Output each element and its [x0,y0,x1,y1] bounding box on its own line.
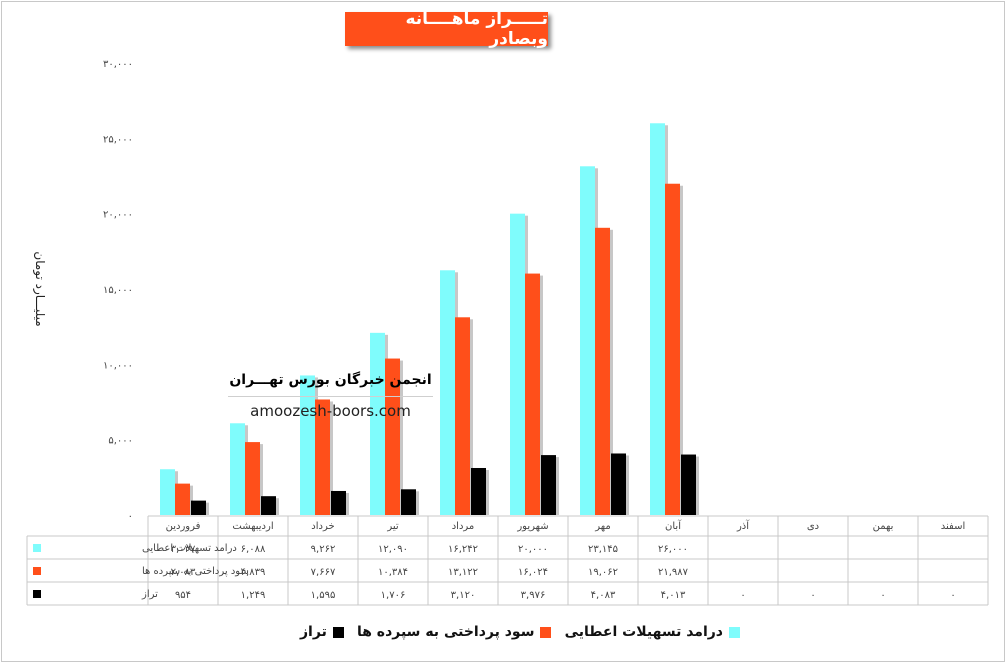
y-tick-label: ۱۵,۰۰۰ [103,285,133,296]
data-label: ۱۹,۰۶۲ [588,567,618,578]
x-tick-label: اردیبهشت [232,521,273,532]
table-series-name: تراز [141,589,158,600]
legend-swatch-revenue [729,626,740,638]
table-legend-swatch [33,544,41,552]
bar [541,455,556,515]
bar [230,423,245,515]
legend-item-interest: سود پرداختی به سپرده ها [357,624,552,640]
data-label: ۳,۰۳۷ [171,544,196,555]
data-label: ۱,۷۰۶ [381,590,406,601]
legend-label-revenue: درامد تسهیلات اعطایی [564,624,723,640]
data-label: ۹,۲۶۲ [311,544,336,555]
data-label: ۱۲,۰۹۰ [378,544,408,555]
bar [681,454,696,515]
y-tick-label: ۰ [128,511,133,522]
legend: درامد تسهیلات اعطایی سود پرداختی به سپرد… [300,620,740,644]
legend-item-revenue: درامد تسهیلات اعطایی [565,624,740,640]
bar [510,213,525,515]
bar [611,453,626,515]
x-tick-label: اسفند [941,521,965,532]
legend-item-balance: تراز [300,624,344,640]
data-label: ۳,۹۷۶ [521,590,546,601]
data-label: ۳,۱۲۰ [451,590,476,601]
bar [160,469,175,515]
data-label: ۱,۲۴۹ [241,590,266,601]
bar [595,227,610,515]
data-label: ۷,۶۶۷ [311,567,336,578]
bar [401,489,416,515]
x-tick-label: دی [807,521,819,532]
data-label: ۰ [810,590,815,601]
bar [650,123,665,516]
x-tick-label: خرداد [311,521,334,532]
bar-chart: ۰ ۵,۰۰۰ ۱۰,۰۰۰ ۱۵,۰۰۰ ۲۰,۰۰۰ ۲۵,۰۰۰ ۳۰,۰۰۰ میلی… [26,59,989,606]
y-tick-label: ۵,۰۰۰ [108,436,133,447]
bar [300,375,315,515]
data-label: ۹۵۴ [175,590,191,601]
x-tick-label: بهمن [873,521,894,532]
x-tick-label: آبان [665,519,682,532]
x-tick-label: شهریور [516,521,548,532]
data-label: ۴,۰۱۳ [661,590,686,601]
data-label: ۱۰,۳۸۴ [378,567,408,578]
table-series-name: درامد تسهیلات اعطایی [142,543,237,554]
legend-label-interest: سود پرداختی به سپرده ها [356,624,535,640]
legend-swatch-interest [540,626,552,638]
data-label: ۶,۰۸۸ [241,544,266,555]
y-tick-label: ۳۰,۰۰۰ [103,59,133,70]
data-label: ۱,۵۹۵ [311,590,336,601]
y-tick-label: ۱۰,۰۰۰ [103,360,133,371]
watermark-url: amoozesh-boors.com [250,402,411,420]
y-axis-label: میلیـــارد تومان [32,251,47,326]
chart-title: تـــــراز ماهــــانه وبصادر [345,9,548,49]
data-label: ۰ [950,590,955,601]
bar [245,442,260,515]
data-label: ۲۶,۰۰۰ [658,544,688,555]
legend-swatch-balance [332,626,344,638]
table-legend-swatch [33,567,41,575]
x-tick-label: فروردین [166,521,201,532]
data-label: ۲۱,۹۸۷ [658,567,689,578]
bar [471,467,486,515]
data-label: ۲۰,۰۰۰ [518,544,548,555]
bar [331,490,346,515]
bar [385,358,400,515]
bar [525,273,540,515]
table-series-name: سود پرداختی به سپرده ها [142,566,249,577]
legend-label-balance: تراز [300,624,327,640]
bar [580,166,595,516]
watermark: انجمن خبرگان بورس تهـــران amoozesh-boor… [228,372,433,420]
data-label: ۰ [880,590,885,601]
bar [455,317,470,515]
bar [191,500,206,515]
table-legend-swatch [33,590,41,598]
y-tick-label: ۲۰,۰۰۰ [103,210,133,221]
data-label: ۱۶,۲۴۲ [448,544,478,555]
data-label: ۲۳,۱۴۵ [588,544,618,555]
data-label: ۱۶,۰۲۴ [518,567,548,578]
bar [175,483,190,515]
watermark-title: انجمن خبرگان بورس تهـــران [229,372,432,388]
x-tick-label: مرداد [452,521,475,532]
data-label: ۱۳,۱۲۲ [448,567,478,578]
data-label: ۰ [740,590,745,601]
y-tick-label: ۲۵,۰۰۰ [103,134,133,145]
data-label: ۲,۰۸۳ [171,567,196,578]
bar [665,183,680,516]
x-tick-label: تیر [386,521,399,532]
x-tick-label: مهر [594,521,610,532]
bar [370,332,385,515]
watermark-divider [228,396,433,397]
data-label: ۴,۰۸۳ [591,590,616,601]
bar [261,496,276,515]
x-tick-label: آذر [736,519,750,532]
bar [315,399,330,515]
data-label: ۴,۸۳۹ [241,567,266,578]
bar [440,270,455,515]
